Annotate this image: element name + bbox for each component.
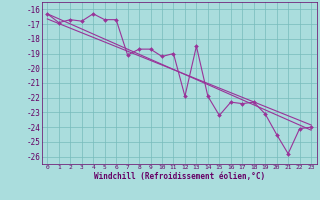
X-axis label: Windchill (Refroidissement éolien,°C): Windchill (Refroidissement éolien,°C)	[94, 172, 265, 181]
